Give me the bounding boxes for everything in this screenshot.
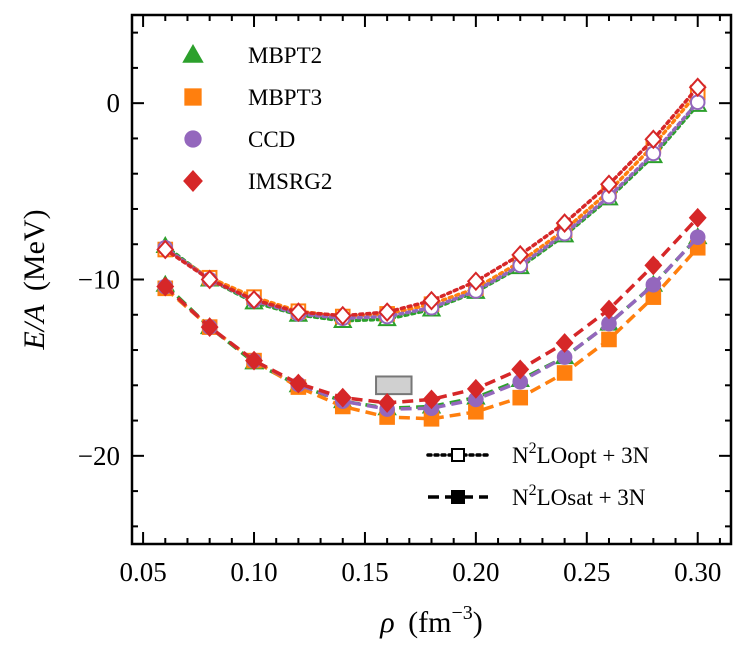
legend-entry-ccd: CCD [184,127,295,152]
legend-entry-n2losat-3n: N2LOsat + 3N [428,482,646,510]
series-line [163,85,700,318]
data-point-imsrg2-0.26 [600,299,618,320]
legend-label: MBPT2 [248,43,322,68]
data-point-imsrg2-0.1 [245,350,263,371]
legend-methods: MBPT2 MBPT3 CCD IMSRG2 [182,43,332,194]
x-tick-label: 0.10 [230,557,277,587]
data-point-imsrg2-0.06 [156,276,175,297]
legend-entry-imsrg2: IMSRG2 [183,169,332,194]
data-point-imsrg2-0.18 [422,389,441,410]
series-imsrg2-n2losat-3n [156,207,707,413]
data-point-imsrg2-0.14 [333,387,352,408]
data-point-imsrg2-0.2 [466,271,485,292]
data-point-imsrg2-0.22 [511,359,530,380]
data-point-imsrg2-0.2 [466,378,485,399]
series-ccd-n2losat-3n [157,229,706,417]
data-point-mbpt3-0.26 [601,331,617,348]
legend-marker-mbpt3 [184,88,202,106]
x-tick-label: 0.25 [563,557,610,587]
y-tick-label: 0 [107,88,121,118]
x-tick-label: 0.20 [452,557,499,587]
data-point-imsrg2-0.08 [200,317,219,338]
x-tick-label: 0.30 [674,557,721,587]
data-point-ccd-0.3 [689,229,706,245]
data-point-imsrg2-0.1 [245,289,263,310]
y-tick-label: −10 [78,265,120,295]
axis-ticks: 0.05 0.10 0.15 0.20 0.25 0.30 −20 −10 0 [78,15,731,587]
series-imsrg2-n2loopt-3n [156,77,707,326]
data-point-imsrg2-0.22 [511,244,530,265]
legend-marker [451,490,465,504]
data-point-imsrg2-0.18 [422,290,441,311]
data-point-imsrg2-0.12 [289,373,308,394]
legend-label: N2LOsat + 3N [512,482,646,510]
data-point-mbpt3-0.22 [512,389,529,406]
legend-entry-n2loopt-3n: N2LOopt + 3N [426,440,650,468]
legend-label: N2LOopt + 3N [512,440,650,468]
legend-label: CCD [248,127,295,152]
data-point-imsrg2-0.3 [688,77,707,98]
data-point-imsrg2-0.24 [555,213,574,233]
legend-label: MBPT3 [248,85,322,110]
x-axis-label: ρ (fm−3) [379,602,483,639]
data-point-imsrg2-0.16 [378,393,397,413]
series-line [164,236,699,411]
data-point-imsrg2-0.28 [644,255,663,276]
x-tick-label: 0.05 [119,557,166,587]
y-tick-label: −20 [78,441,120,471]
data-point-ccd-0.3 [689,94,706,111]
data-point-imsrg2-0.28 [644,129,663,150]
legend-label: IMSRG2 [248,169,332,194]
legend-entry-mbpt2: MBPT2 [182,43,322,68]
legend-marker-mbpt2 [182,43,204,63]
legend-marker-ccd [184,130,202,148]
data-point-imsrg2-0.24 [555,333,574,353]
legend-marker-imsrg2 [183,170,203,192]
data-point-imsrg2-0.08 [200,269,219,290]
data-point-imsrg2-0.26 [600,174,618,195]
series-line [164,236,699,410]
data-point-mbpt3-0.24 [556,365,573,381]
data-point-imsrg2-0.16 [378,302,397,323]
data-point-imsrg2-0.14 [333,305,352,326]
data-point-ccd-0.28 [645,276,662,293]
series-mbpt2-n2losat-3n [155,227,708,416]
saturation-box [375,375,413,396]
data-point-imsrg2-0.12 [289,302,308,323]
y-axis-label: E/A (MeV) [18,209,51,350]
x-tick-label: 0.15 [341,557,388,587]
legend-interactions: N2LOopt + 3N N2LOsat + 3N [426,440,650,510]
series-mbpt3-n2loopt-3n [157,84,706,325]
data-point-imsrg2-0.06 [156,239,175,260]
legend-entry-mbpt3: MBPT3 [184,85,322,110]
legend-marker [451,448,465,462]
plot-area [155,77,708,427]
series-line [163,100,700,321]
data-point-imsrg2-0.3 [688,207,707,228]
series-line [163,103,700,323]
